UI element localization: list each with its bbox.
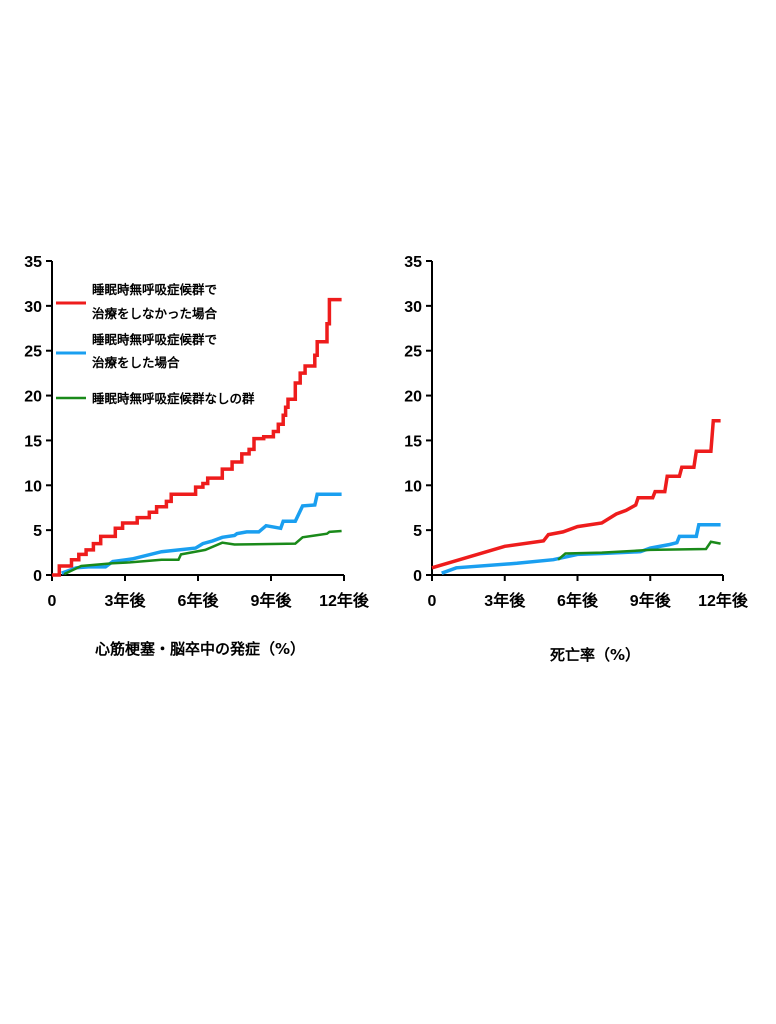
x-tick-label: 9年後 xyxy=(630,591,672,610)
legend-label: 治療をしなかった場合 xyxy=(92,306,218,321)
y-tick-label: 25 xyxy=(404,344,422,361)
y-tick-label: 20 xyxy=(404,389,422,406)
y-tick-label: 15 xyxy=(404,433,422,450)
legend-label: 睡眠時無呼吸症候群で xyxy=(92,282,217,297)
x-tick-label: 0 xyxy=(428,593,437,610)
chart-caption: 心筋梗塞・脳卒中の発症（%） xyxy=(95,640,305,658)
chart-cardiovascular-events: 0 5 10 15 20 25 30 35 0 3年後 6年後 9年後 12年後 睡眠時無呼吸症候群で治療… xyxy=(24,254,370,658)
x-tick-label: 3年後 xyxy=(105,591,147,610)
y-tick-label: 35 xyxy=(24,254,42,271)
y-tick-label: 10 xyxy=(404,478,422,495)
y-tick-label: 30 xyxy=(404,299,422,316)
series-line-2 xyxy=(557,540,721,561)
y-tick-label: 5 xyxy=(33,523,42,540)
x-tick-label: 6年後 xyxy=(178,591,220,610)
y-tick-label: 5 xyxy=(413,523,422,540)
series-line-0 xyxy=(431,418,721,570)
x-tick-label: 12年後 xyxy=(319,591,370,610)
chart-caption: 死亡率（%） xyxy=(550,646,640,664)
y-tick-label: 15 xyxy=(24,433,42,450)
x-tick-label: 12年後 xyxy=(698,591,749,610)
x-tick-label: 3年後 xyxy=(484,591,526,610)
x-tick-label: 9年後 xyxy=(251,591,293,610)
y-tick-label: 30 xyxy=(24,299,42,316)
y-tick-label: 20 xyxy=(24,389,42,406)
legend-label: 睡眠時無呼吸症候群で xyxy=(92,332,217,347)
y-tick-label: 25 xyxy=(24,344,42,361)
x-tick-label: 0 xyxy=(48,593,57,610)
y-tick-label: 0 xyxy=(33,568,42,585)
y-tick-label: 35 xyxy=(404,254,422,271)
series-line-1 xyxy=(61,492,342,575)
y-tick-label: 10 xyxy=(24,478,42,495)
x-tick-label: 6年後 xyxy=(557,591,599,610)
legend-label: 睡眠時無呼吸症候群なしの群 xyxy=(92,391,255,406)
series-line-0 xyxy=(52,297,342,577)
legend-label: 治療をした場合 xyxy=(92,355,180,370)
series-line-2 xyxy=(63,529,342,576)
y-tick-label: 0 xyxy=(413,568,422,585)
